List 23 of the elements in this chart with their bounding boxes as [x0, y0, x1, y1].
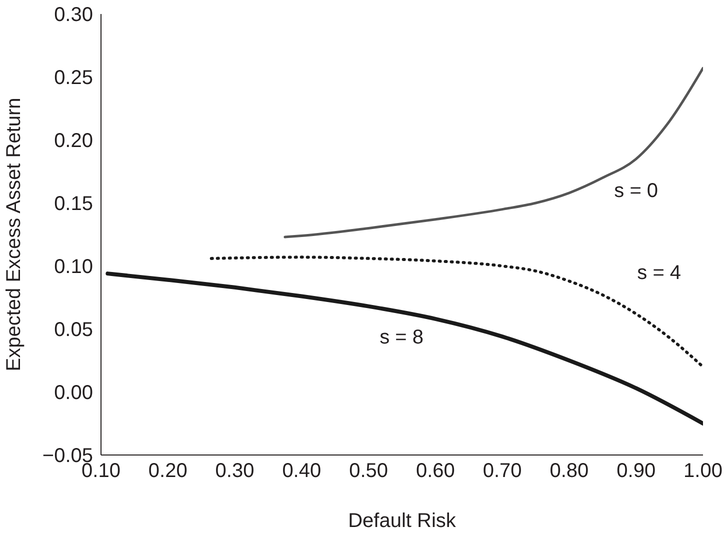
line-series [284, 66, 703, 238]
y-axis-title: Expected Excess Asset Return [3, 98, 25, 372]
y-tick-label: 0.00 [54, 382, 93, 404]
y-tick-label: 0.15 [54, 193, 93, 216]
y-tick-label: 0.20 [54, 130, 93, 152]
x-tick-label: 0.70 [482, 460, 522, 482]
x-tick-label: 1.00 [684, 460, 722, 482]
x-tick-label: 0.40 [282, 460, 322, 482]
x-tick-label: 0.30 [215, 460, 254, 482]
x-tick-label: 0.80 [550, 460, 589, 482]
x-tick-label: 0.20 [148, 460, 188, 482]
y-tick-label: 0.05 [54, 319, 93, 342]
x-tick-label: 0.50 [349, 460, 388, 482]
x-axis-title: Default Risk [348, 510, 457, 532]
x-tick-label: 0.90 [616, 460, 656, 482]
series-label: s = 4 [637, 262, 682, 284]
x-tick-label: 0.60 [416, 460, 455, 482]
series-label: s = 0 [614, 180, 658, 202]
y-tick-label: 0.10 [54, 256, 93, 278]
y-tick-label: 0.30 [54, 4, 93, 26]
line-series [210, 256, 703, 368]
series-label: s = 8 [380, 326, 424, 348]
y-tick-label: 0.25 [54, 67, 93, 90]
